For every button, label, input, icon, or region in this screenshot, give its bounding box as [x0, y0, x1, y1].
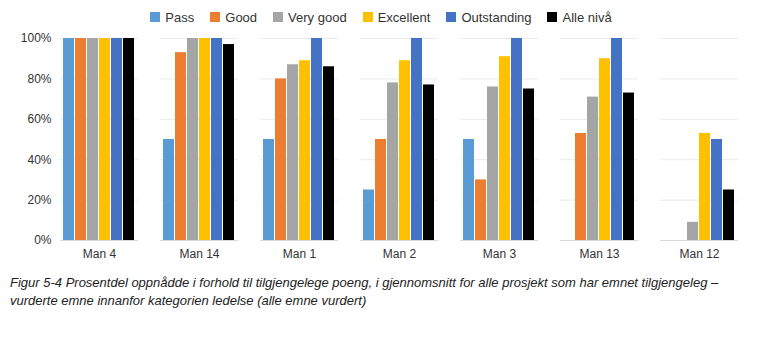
html-text:Alle nivå: Alle nivå — [562, 9, 612, 25]
html-text:Pass: Pass — [165, 9, 195, 25]
html-text:Excellent: Excellent — [377, 9, 431, 25]
svg-text:Man 13: Man 13 — [579, 247, 619, 261]
svg-text:20%: 20% — [27, 193, 51, 207]
svg-text:60%: 60% — [27, 112, 51, 126]
html-text:Very good: Very good — [288, 9, 347, 25]
svg-text:Man 4: Man 4 — [83, 247, 117, 261]
html-text:Good: Good — [225, 9, 258, 25]
svg-text:Man 3: Man 3 — [483, 247, 517, 261]
svg-text:Man 2: Man 2 — [383, 247, 417, 261]
svg-text:Man 12: Man 12 — [679, 247, 719, 261]
svg-text:Man 1: Man 1 — [283, 247, 317, 261]
svg-text:0%: 0% — [34, 233, 52, 247]
svg-text:Man 14: Man 14 — [179, 247, 219, 261]
html-text:Outstanding: Outstanding — [461, 9, 532, 25]
svg-text:100%: 100% — [21, 31, 52, 45]
svg-text:80%: 80% — [27, 72, 51, 86]
html-text:Figur 5-4 Prosentdel oppnådde: Figur 5-4 Prosentdel oppnådde i forhold … — [10, 275, 719, 308]
svg-text:40%: 40% — [27, 153, 51, 167]
